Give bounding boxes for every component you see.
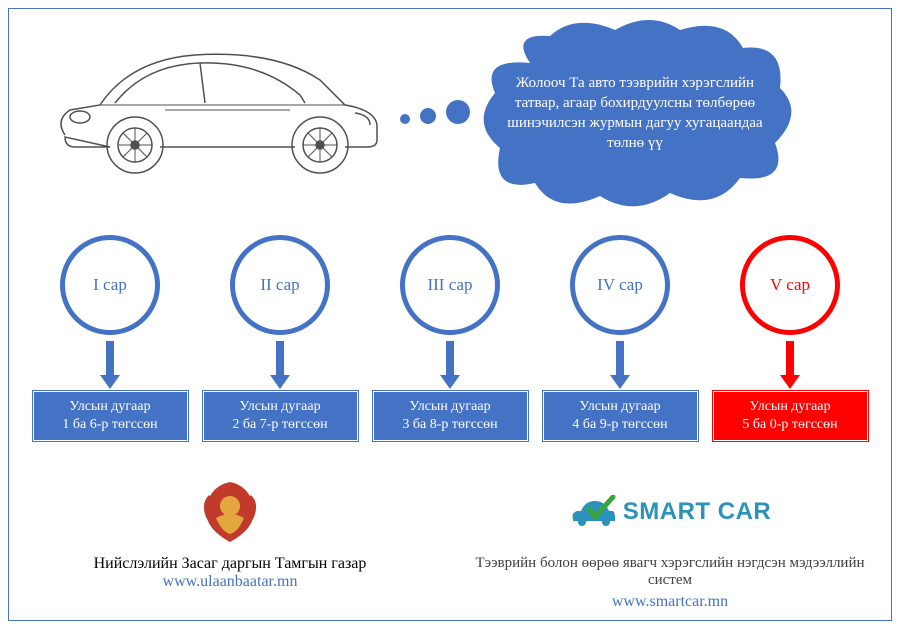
footer: Нийслэлийн Засаг даргын Тамгын газар www… <box>30 474 870 611</box>
smartcar-brand-text: SMART CAR <box>623 498 772 526</box>
ub-emblem-icon <box>196 478 264 546</box>
plate-line1: Улсын дугаар <box>718 398 863 416</box>
car-illustration <box>45 25 385 180</box>
month-col-5: V сар Улсын дугаар5 ба 0-р төгссөн <box>715 235 865 441</box>
smartcar-logo-area: SMART CAR <box>470 474 870 549</box>
footer-right-url[interactable]: www.smartcar.mn <box>470 593 870 611</box>
month-circle: III сар <box>400 235 500 335</box>
smartcar-logo: SMART CAR <box>569 495 772 529</box>
thought-cloud: Жолооч Та авто тээврийн хэрэгслийн татва… <box>475 18 795 208</box>
footer-left-title: Нийслэлийн Засаг даргын Тамгын газар <box>30 555 430 573</box>
footer-left-url[interactable]: www.ulaanbaatar.mn <box>30 573 430 591</box>
plate-box: Улсын дугаар3 ба 8-р төгссөн <box>373 391 528 441</box>
arrow-down-icon <box>273 341 287 389</box>
footer-right-subtitle: Тээврийн болон өөрөө явагч хэрэгслийн нэ… <box>470 555 870 589</box>
smartcar-car-icon <box>569 495 617 529</box>
month-col-4: IV сар Улсын дугаар4 ба 9-р төгссөн <box>545 235 695 441</box>
month-col-3: III сар Улсын дугаар3 ба 8-р төгссөн <box>375 235 525 441</box>
plate-line1: Улсын дугаар <box>378 398 523 416</box>
dot-large <box>446 100 470 124</box>
month-circle: V сар <box>740 235 840 335</box>
plate-line2: 1 ба 6-р төгссөн <box>38 416 183 434</box>
plate-line2: 3 ба 8-р төгссөн <box>378 416 523 434</box>
arrow-down-icon <box>783 341 797 389</box>
month-col-2: II сар Улсын дугаар2 ба 7-р төгссөн <box>205 235 355 441</box>
plate-box: Улсын дугаар4 ба 9-р төгссөн <box>543 391 698 441</box>
plate-line1: Улсын дугаар <box>208 398 353 416</box>
arrow-down-icon <box>613 341 627 389</box>
footer-right: SMART CAR Тээврийн болон өөрөө явагч хэр… <box>470 474 870 611</box>
plate-line2: 5 ба 0-р төгссөн <box>718 416 863 434</box>
arrow-down-icon <box>103 341 117 389</box>
footer-left: Нийслэлийн Засаг даргын Тамгын газар www… <box>30 474 430 611</box>
month-circle: I сар <box>60 235 160 335</box>
month-col-1: I сар Улсын дугаар1 ба 6-р төгссөн <box>35 235 185 441</box>
month-circle: IV сар <box>570 235 670 335</box>
ub-emblem-area <box>30 474 430 549</box>
plate-line1: Улсын дугаар <box>548 398 693 416</box>
plate-box: Улсын дугаар2 ба 7-р төгссөн <box>203 391 358 441</box>
plate-line2: 4 ба 9-р төгссөн <box>548 416 693 434</box>
dot-med <box>420 108 436 124</box>
dot-small <box>400 114 410 124</box>
plate-line2: 2 ба 7-р төгссөн <box>208 416 353 434</box>
plate-box: Улсын дугаар1 ба 6-р төгссөн <box>33 391 188 441</box>
cloud-text: Жолооч Та авто тээврийн хэрэгслийн татва… <box>505 73 765 154</box>
arrow-down-icon <box>443 341 457 389</box>
month-circle: II сар <box>230 235 330 335</box>
plate-box: Улсын дугаар5 ба 0-р төгссөн <box>713 391 868 441</box>
plate-line1: Улсын дугаар <box>38 398 183 416</box>
thought-dots <box>400 100 476 129</box>
months-row: I сарУлсын дугаар1 ба 6-р төгссөнII сарУ… <box>35 235 865 441</box>
